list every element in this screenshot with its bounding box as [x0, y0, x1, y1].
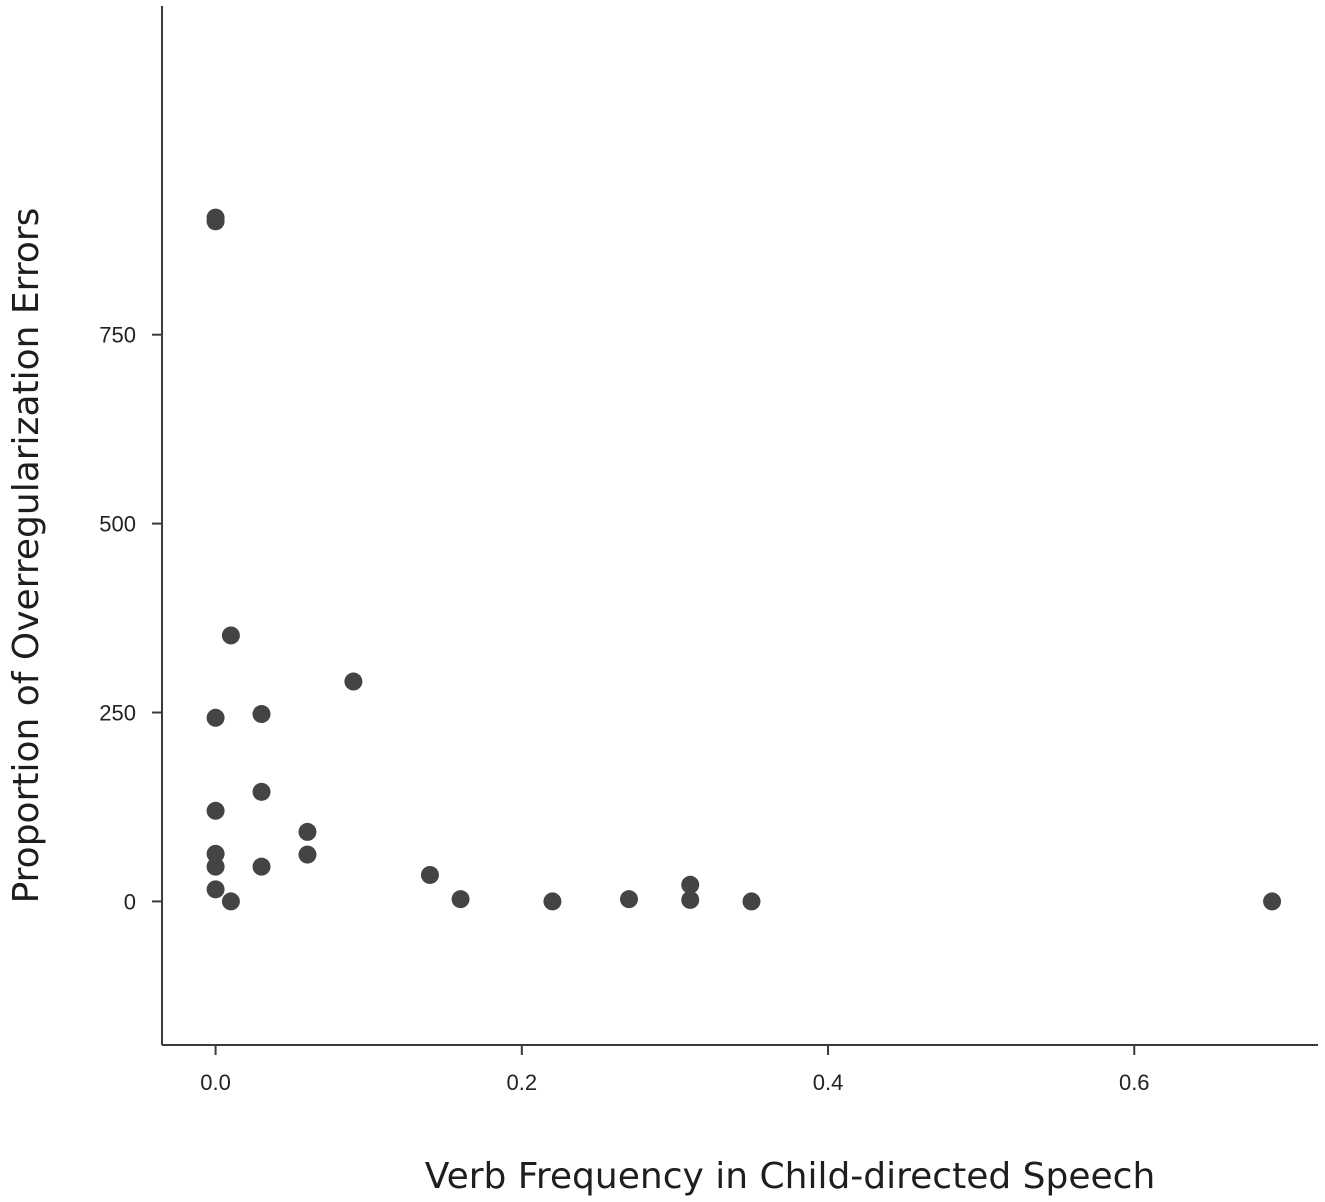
data-point: [206, 844, 225, 863]
y-tick-label: 0: [124, 889, 136, 914]
y-tick-label: 250: [99, 701, 136, 726]
data-point: [298, 822, 317, 841]
data-point: [681, 875, 700, 894]
y-axis-title: Proportion of Overregularization Errors: [6, 208, 47, 904]
axes: [161, 6, 1318, 1046]
data-points: [206, 208, 1282, 911]
data-point: [543, 892, 562, 911]
x-tick-label: 0.2: [507, 1070, 538, 1095]
data-point: [221, 626, 240, 645]
data-point: [420, 865, 439, 884]
x-tick-label: 0.6: [1119, 1070, 1150, 1095]
data-point: [221, 892, 240, 911]
data-point: [206, 880, 225, 899]
data-point: [252, 705, 271, 724]
data-point: [206, 857, 225, 876]
data-point: [619, 890, 638, 909]
y-axis-ticks: 0 250 500 750: [99, 323, 162, 914]
x-axis-ticks: 0.0 0.2 0.4 0.6: [200, 1045, 1150, 1095]
data-point: [451, 890, 470, 909]
data-point: [742, 892, 761, 911]
y-tick-label: 500: [99, 512, 136, 537]
data-point: [681, 890, 700, 909]
y-tick-label: 750: [99, 323, 136, 348]
data-point: [252, 782, 271, 801]
data-point: [298, 845, 317, 864]
data-point: [206, 208, 225, 227]
x-tick-label: 0.0: [200, 1070, 231, 1095]
data-point: [206, 801, 225, 820]
data-point: [1263, 892, 1282, 911]
data-point: [206, 708, 225, 727]
x-tick-label: 0.4: [813, 1070, 844, 1095]
data-point: [252, 857, 271, 876]
data-point: [344, 672, 363, 691]
x-axis-title: Verb Frequency in Child-directed Speech: [425, 1156, 1156, 1197]
